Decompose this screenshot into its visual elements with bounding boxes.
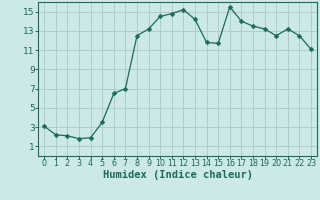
X-axis label: Humidex (Indice chaleur): Humidex (Indice chaleur) — [103, 170, 252, 180]
